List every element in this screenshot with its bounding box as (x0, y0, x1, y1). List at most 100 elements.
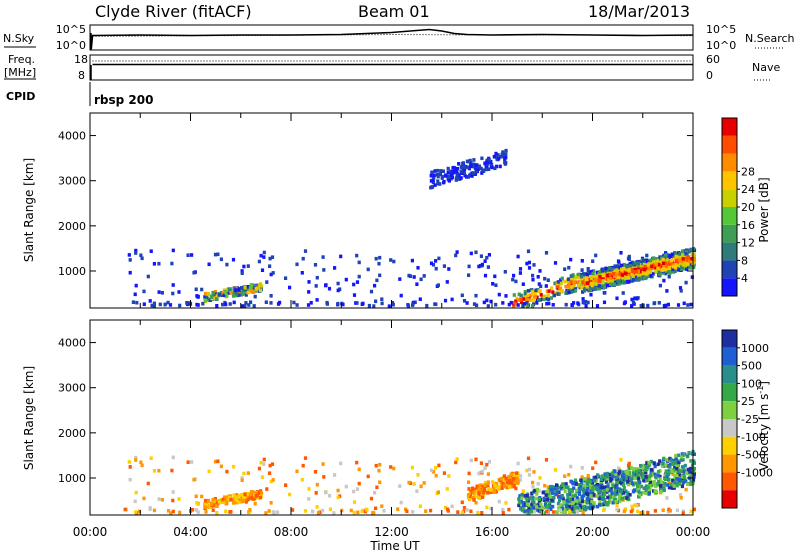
echo-cell (474, 457, 478, 462)
echo-cell (636, 473, 640, 478)
echo-cell (617, 495, 622, 500)
echo-cell (221, 497, 225, 502)
echo-cell (504, 152, 508, 157)
echo-cell (194, 494, 198, 499)
echo-cell (626, 491, 630, 495)
echo-cell (260, 284, 264, 288)
echo-cell (539, 293, 543, 297)
echo-cell (424, 509, 428, 513)
echo-cell (146, 481, 150, 486)
date-title: 18/Mar/2013 (588, 2, 690, 21)
echo-cell (606, 495, 610, 500)
echo-cell (682, 475, 687, 480)
echo-cell (455, 457, 459, 461)
echo-cell (545, 509, 549, 514)
noise-left-bottom-tick: 10^0 (56, 39, 86, 52)
echo-cell (686, 262, 690, 266)
echo-cell (555, 483, 559, 487)
echo-cell (583, 477, 587, 481)
echo-cell (595, 485, 599, 490)
echo-cell (260, 491, 264, 495)
echo-cell (606, 482, 610, 487)
echo-cell (580, 481, 584, 485)
echo-cell (366, 474, 370, 479)
echo-cell (603, 291, 607, 295)
echo-cell (674, 480, 679, 484)
echo-cell (123, 507, 127, 512)
echo-cell (572, 486, 576, 490)
echo-cell (500, 152, 504, 157)
echo-cell (624, 477, 628, 481)
echo-cell (212, 503, 216, 507)
echo-cell (637, 468, 641, 473)
colorbar-segment (722, 472, 737, 491)
echo-cell (237, 500, 241, 504)
echo-cell (262, 255, 266, 259)
echo-cell (557, 292, 561, 296)
echo-cell (611, 500, 616, 505)
echo-cell (489, 506, 493, 511)
echo-cell (467, 165, 471, 170)
echo-cell (531, 273, 535, 278)
x-axis-title: Time UT (369, 539, 420, 553)
echo-cell (503, 484, 507, 488)
echo-cell (609, 276, 613, 281)
echo-cell (562, 510, 566, 514)
echo-cell (356, 510, 360, 515)
echo-cell (617, 282, 621, 286)
echo-cell (533, 509, 537, 514)
echo-cell (415, 282, 419, 286)
echo-cell (324, 283, 328, 288)
echo-cell (507, 485, 511, 489)
echo-cell (327, 493, 332, 498)
echo-cell (178, 303, 182, 308)
echo-cell (520, 492, 524, 497)
echo-cell (525, 502, 529, 506)
echo-cell (537, 503, 541, 508)
echo-cell (472, 498, 476, 502)
echo-cell (442, 179, 446, 184)
echo-cell (632, 471, 636, 476)
echo-cell (484, 167, 488, 172)
echo-cell (315, 482, 319, 487)
echo-cell (679, 289, 683, 293)
echo-cell (333, 266, 337, 270)
freq-left-bottom-tick: 8 (78, 69, 85, 82)
echo-cell (619, 477, 623, 482)
echo-cell (682, 301, 686, 306)
echo-cell (212, 501, 216, 505)
echo-cell (545, 301, 549, 306)
echo-cell (562, 279, 567, 284)
echo-cell (311, 509, 315, 514)
echo-cell (538, 298, 542, 302)
echo-cell (490, 165, 494, 170)
echo-cell (686, 482, 690, 486)
echo-cell (563, 474, 567, 478)
echo-cell (210, 295, 214, 299)
echo-cell (607, 278, 611, 282)
echo-cell (678, 482, 682, 486)
echo-cell (570, 489, 574, 494)
echo-cell (643, 466, 647, 470)
echo-cell (137, 509, 142, 514)
echo-cell (630, 304, 634, 308)
echo-cell (580, 494, 584, 499)
echo-cell (229, 497, 233, 502)
echo-cell (666, 464, 670, 468)
echo-cell (601, 271, 605, 275)
echo-cell (692, 469, 696, 473)
echo-cell (595, 270, 599, 275)
colorbar-tick-label: 24 (741, 183, 755, 196)
echo-cell (412, 482, 416, 486)
echo-cell (160, 291, 164, 295)
echo-cell (366, 267, 370, 272)
echo-cell (556, 286, 560, 291)
echo-cell (525, 261, 529, 266)
echo-cell (667, 485, 671, 490)
echo-cell (486, 491, 490, 495)
echo-cell (503, 160, 507, 165)
echo-cell (631, 300, 635, 304)
echo-cell (243, 304, 247, 308)
echo-cell (524, 493, 528, 498)
